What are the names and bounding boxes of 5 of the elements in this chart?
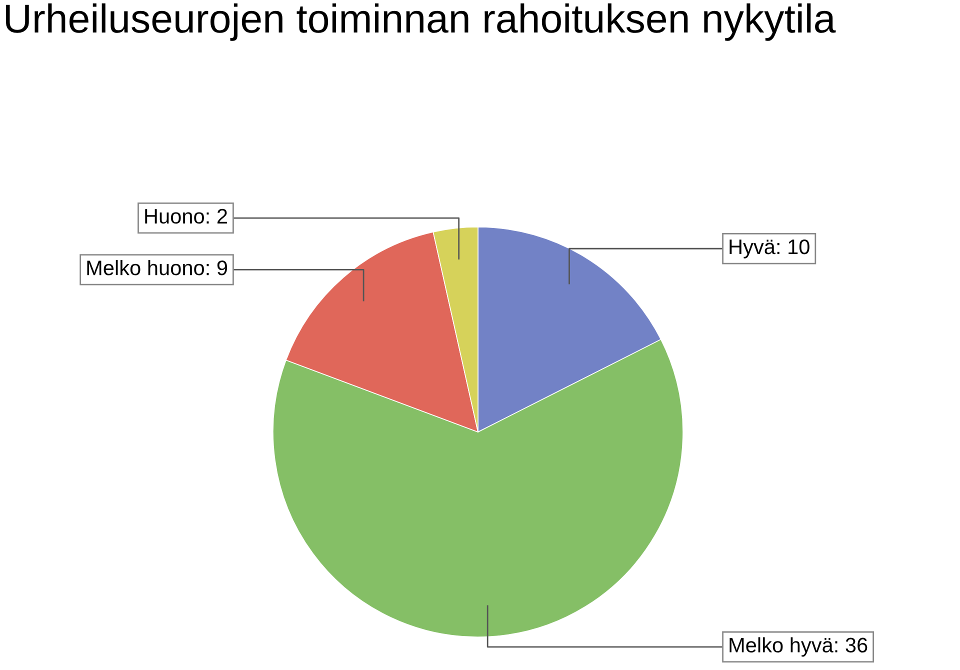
slice-label: Hyvä: 10	[730, 239, 810, 258]
slice-label: Melko hyvä: 36	[730, 637, 868, 657]
slice-label: Melko huono: 9	[87, 260, 228, 276]
slice-label: Huono: 2	[145, 208, 227, 224]
chart-title: Urheiluseurojen toiminnan rahoituksen nykytila	[6, 3, 836, 41]
